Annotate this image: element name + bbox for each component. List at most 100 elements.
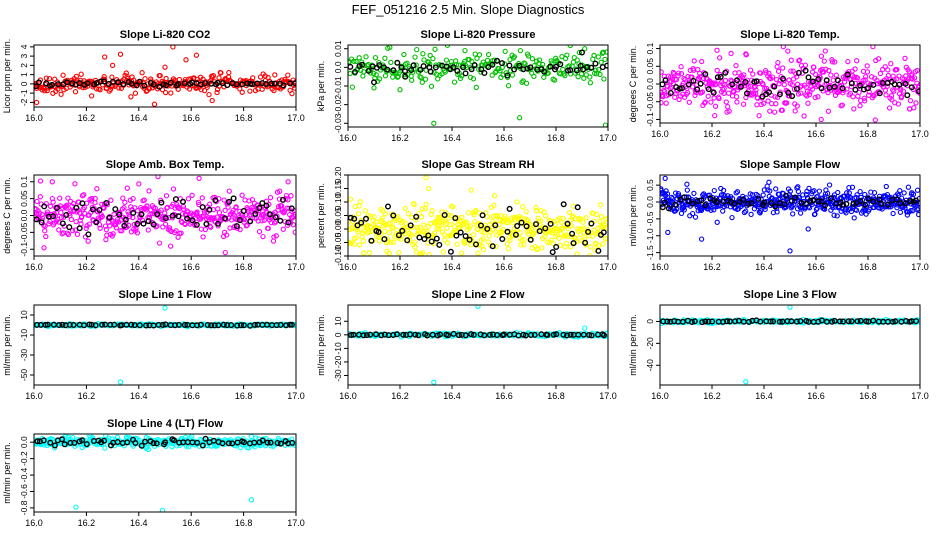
point-average <box>233 81 240 88</box>
point-average <box>702 71 709 78</box>
point-average <box>776 91 783 98</box>
point-raw <box>60 72 66 78</box>
point-average <box>66 321 73 328</box>
point-raw <box>801 113 807 119</box>
point-raw <box>94 186 100 192</box>
point-average <box>390 67 397 74</box>
point-average <box>228 322 235 329</box>
point-raw <box>373 72 379 78</box>
point-raw <box>394 227 400 233</box>
point-average <box>478 222 485 229</box>
point-raw <box>65 195 71 201</box>
point-raw <box>714 47 720 53</box>
point-average <box>697 80 704 87</box>
outlier-point <box>576 49 583 56</box>
outlier-point <box>371 85 377 91</box>
x-tick-label: 16.2 <box>78 391 96 401</box>
point-average <box>840 318 847 325</box>
point-raw <box>575 74 581 80</box>
point-raw <box>678 64 684 70</box>
point-raw <box>861 98 868 104</box>
point-average <box>73 204 80 211</box>
point-average <box>425 232 432 239</box>
point-raw <box>875 56 882 62</box>
point-raw <box>898 87 904 93</box>
point-raw <box>701 70 707 76</box>
point-average <box>694 198 701 205</box>
point-raw <box>72 89 79 95</box>
point-raw <box>591 52 597 59</box>
point-raw <box>86 221 93 227</box>
point-average <box>781 201 788 208</box>
point-raw <box>601 76 607 82</box>
point-average <box>560 331 567 338</box>
point-raw <box>911 105 917 111</box>
point-raw <box>593 241 599 247</box>
point-average <box>891 81 898 88</box>
point-raw <box>885 67 891 73</box>
point-raw <box>682 77 688 83</box>
point-raw <box>103 236 109 243</box>
plot-frame <box>659 174 921 257</box>
point-raw <box>879 206 885 212</box>
point-average <box>181 80 188 87</box>
point-raw <box>796 58 802 64</box>
y-tick-label: 0.5 <box>645 179 655 191</box>
x-tick-label: 16.0 <box>339 262 357 272</box>
point-average <box>352 68 359 75</box>
point-raw <box>897 188 903 194</box>
outlier-point <box>34 99 40 106</box>
point-average <box>150 81 157 88</box>
point-average <box>212 197 219 204</box>
point-raw <box>97 225 103 231</box>
x-tick-label: 16.4 <box>755 129 773 139</box>
point-raw <box>156 240 163 246</box>
panel-2: Slope Li-820 Pressure kPa per min. 16.0 16.… <box>316 29 617 143</box>
point-raw <box>390 224 396 230</box>
point-raw <box>800 192 806 198</box>
point-raw <box>826 67 832 74</box>
point-raw <box>725 104 731 110</box>
point-average <box>792 194 799 201</box>
point-raw <box>460 220 467 226</box>
point-raw <box>485 51 492 58</box>
point-average <box>738 83 745 90</box>
point-raw <box>182 77 188 83</box>
point-average <box>79 437 86 444</box>
point-raw <box>785 48 791 54</box>
point-raw <box>510 55 517 61</box>
y-tick-label: 0.0 <box>333 61 343 73</box>
point-raw <box>459 73 465 79</box>
point-raw <box>573 235 579 242</box>
point-raw <box>558 226 565 232</box>
point-raw <box>795 188 802 195</box>
point-average <box>897 200 904 207</box>
point-average <box>61 441 68 448</box>
point-raw <box>47 203 54 209</box>
point-raw <box>903 73 909 79</box>
point-raw <box>103 226 109 233</box>
y-tick-label: -0.8 <box>19 500 29 515</box>
x-tick-label: 16.0 <box>25 113 43 123</box>
point-raw <box>146 86 153 92</box>
point-raw <box>888 61 894 67</box>
point-raw <box>772 94 778 100</box>
point-raw <box>598 214 605 220</box>
point-average <box>40 437 47 444</box>
point-raw <box>372 55 379 61</box>
point-raw <box>222 207 228 214</box>
x-tick-label: 17.0 <box>911 391 929 401</box>
point-raw <box>529 56 536 62</box>
point-raw <box>419 250 426 256</box>
point-average <box>390 212 397 219</box>
point-average <box>365 67 372 74</box>
series-average <box>34 435 296 449</box>
point-raw <box>441 232 448 238</box>
point-average <box>199 204 206 211</box>
point-raw <box>366 250 373 256</box>
point-raw <box>890 210 896 217</box>
point-average <box>89 206 96 213</box>
point-raw <box>167 227 173 233</box>
point-raw <box>388 239 394 245</box>
point-raw <box>741 209 748 216</box>
